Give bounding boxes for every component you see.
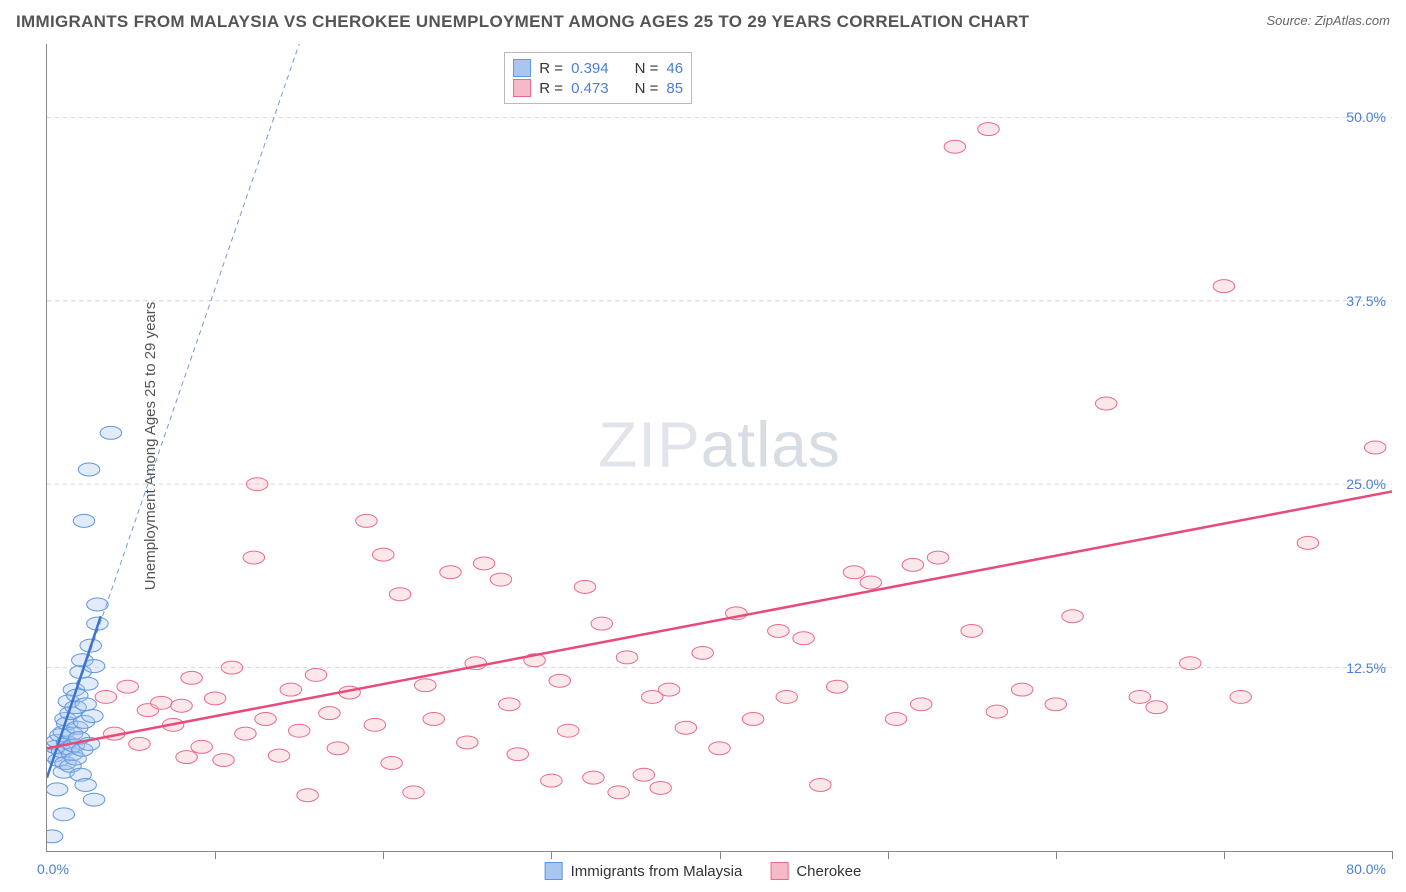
y-tick-label: 25.0% xyxy=(1346,476,1386,492)
chart-svg xyxy=(47,44,1392,851)
plot-area: ZIPatlas 0.0% 80.0% R =0.394N =46R =0.47… xyxy=(46,44,1392,852)
y-tick-label: 50.0% xyxy=(1346,109,1386,125)
legend-stats-row: R = 0.473 N = 85 xyxy=(513,79,683,97)
legend-stats-row: R = 0.394 N = 46 xyxy=(513,59,683,77)
y-tick-label: 12.5% xyxy=(1346,660,1386,676)
legend-stats-box: R = 0.394 N = 46 R = 0.473 N = 85 xyxy=(504,52,692,104)
bottom-legend: Immigrants from Malaysia Cherokee xyxy=(545,862,862,880)
x-axis-min-label: 0.0% xyxy=(37,861,69,877)
source-label: Source: xyxy=(1266,13,1314,28)
source-attribution: Source: ZipAtlas.com xyxy=(1266,12,1390,30)
legend-swatch xyxy=(513,79,531,97)
x-tick xyxy=(720,851,721,859)
bottom-legend-item: Immigrants from Malaysia xyxy=(545,862,743,880)
x-tick xyxy=(215,851,216,859)
legend-r-label: R = xyxy=(539,80,563,97)
x-tick xyxy=(1224,851,1225,859)
source-value: ZipAtlas.com xyxy=(1315,13,1390,28)
chart-header: IMMIGRANTS FROM MALAYSIA VS CHEROKEE UNE… xyxy=(16,12,1390,32)
x-tick xyxy=(551,851,552,859)
bottom-legend-item: Cherokee xyxy=(770,862,861,880)
x-tick xyxy=(1392,851,1393,859)
legend-r-value: 0.473 xyxy=(571,80,609,97)
x-tick xyxy=(383,851,384,859)
legend-n-value: 46 xyxy=(666,60,683,77)
x-tick xyxy=(1056,851,1057,859)
chart-title: IMMIGRANTS FROM MALAYSIA VS CHEROKEE UNE… xyxy=(16,12,1029,32)
legend-swatch xyxy=(545,862,563,880)
legend-n-value: 85 xyxy=(666,80,683,97)
legend-swatch xyxy=(513,59,531,77)
legend-n-label: N = xyxy=(635,80,659,97)
x-tick xyxy=(888,851,889,859)
legend-swatch xyxy=(770,862,788,880)
legend-r-label: R = xyxy=(539,60,563,77)
bottom-legend-label: Immigrants from Malaysia xyxy=(571,863,743,880)
bottom-legend-label: Cherokee xyxy=(796,863,861,880)
legend-r-value: 0.394 xyxy=(571,60,609,77)
y-tick-label: 37.5% xyxy=(1346,293,1386,309)
legend-n-label: N = xyxy=(635,60,659,77)
x-axis-max-label: 80.0% xyxy=(1346,861,1386,877)
